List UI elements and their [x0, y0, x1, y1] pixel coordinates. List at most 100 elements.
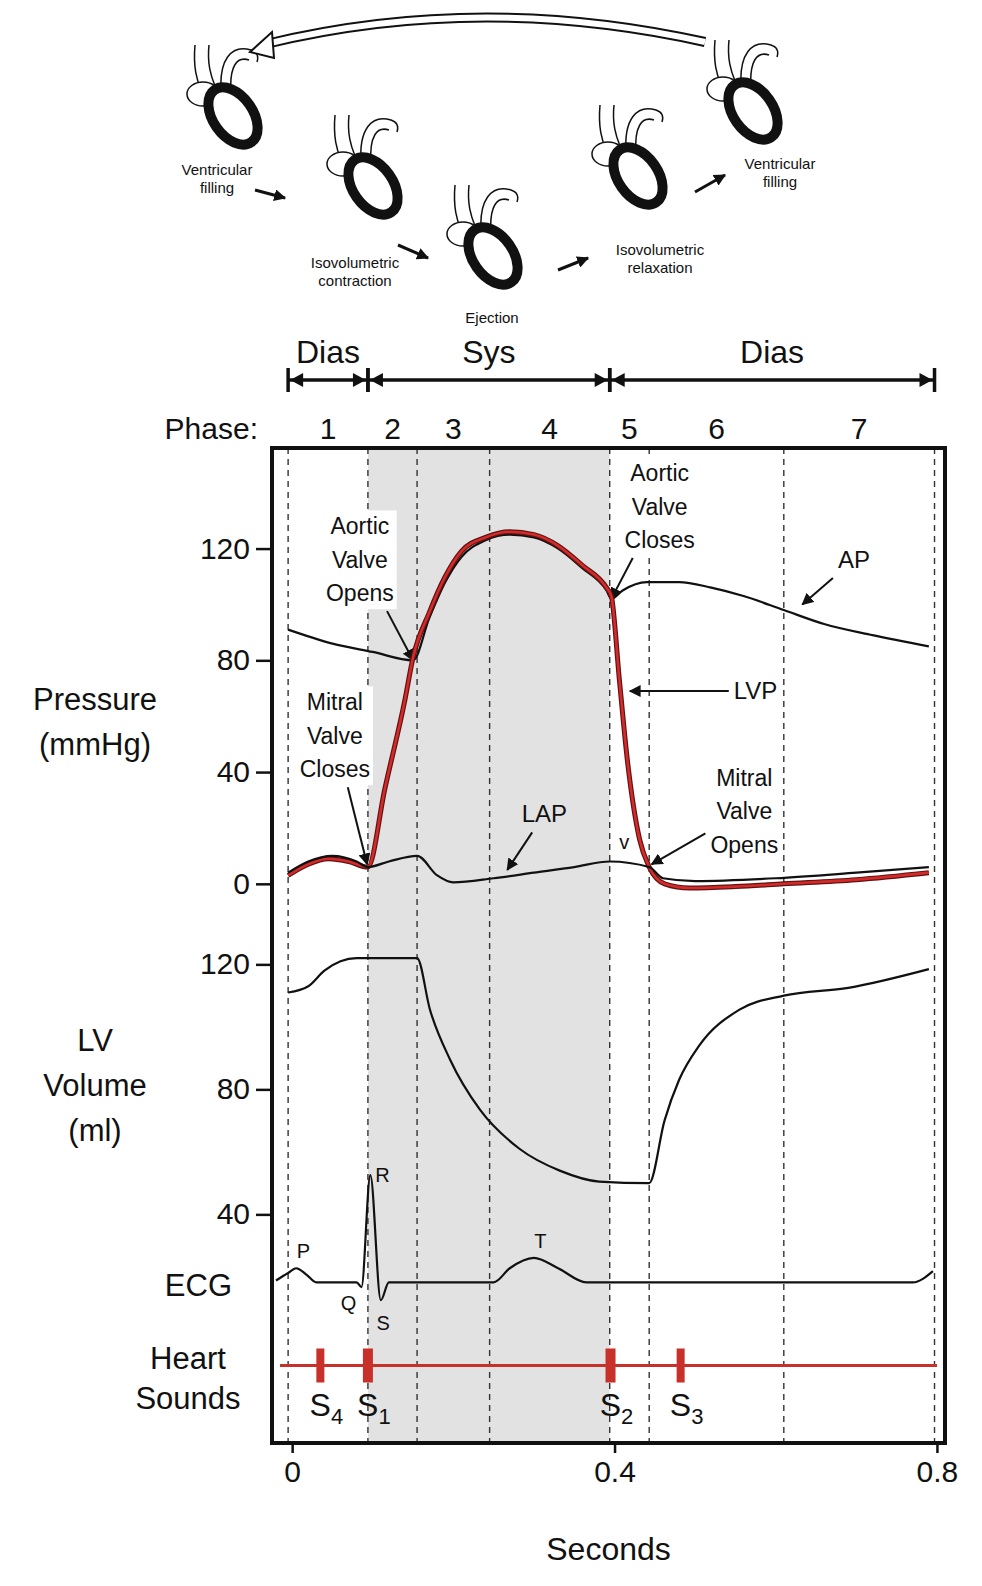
heart-sound-label: S4	[310, 1387, 344, 1429]
tick: 120	[200, 532, 272, 565]
tick-mark	[256, 1089, 272, 1092]
heart-sound-letter: S	[310, 1387, 331, 1423]
x-axis-title: Seconds	[546, 1531, 671, 1567]
annotation-arrow	[652, 833, 706, 864]
step-arrow	[398, 245, 428, 258]
tick-label: 40	[217, 1197, 250, 1230]
annotation: v	[619, 831, 629, 853]
heart-ventricle	[718, 73, 787, 148]
heart-ventricle	[603, 138, 672, 213]
phase-boundary	[416, 448, 417, 1443]
heart-icon	[707, 40, 788, 149]
annotation-line: R	[375, 1164, 389, 1186]
illustration-label: Ventricularfilling	[182, 161, 253, 196]
series-label-arrow	[630, 690, 729, 692]
annotation-arrow	[348, 787, 367, 864]
annotation-line: Valve	[332, 547, 388, 573]
heart-icon	[327, 115, 408, 224]
tick: 0	[284, 1443, 301, 1488]
tick: 0.8	[917, 1443, 959, 1488]
tick-label: 0	[233, 867, 250, 900]
tick-label: 120	[200, 947, 250, 980]
annotation: AorticValveCloses	[625, 460, 695, 553]
period-end	[608, 368, 612, 392]
period-label: Dias	[296, 334, 360, 370]
axis-title-line: Volume	[43, 1068, 146, 1103]
tick-label: 40	[217, 755, 250, 788]
phase-boundary	[783, 448, 784, 1443]
illustration-label-line: filling	[763, 173, 797, 190]
heart-sound-letter: S	[670, 1387, 691, 1423]
annotation: S	[377, 1312, 390, 1334]
plot-marks	[276, 1175, 933, 1300]
x-axis: 00.40.8	[273, 1443, 959, 1488]
y-axis: 40 80 120	[200, 906, 273, 1231]
event-baseline	[280, 1364, 937, 1367]
heart-sound-label: S1	[357, 1387, 391, 1429]
annotation-patch	[707, 762, 781, 861]
cycle-arrow-head	[250, 32, 274, 58]
tick-mark	[256, 771, 272, 774]
plot-marks	[288, 532, 929, 888]
heart-icon	[447, 185, 528, 294]
annotation: MitralValveOpens	[710, 765, 778, 858]
illustration-label: Ventricularfilling	[745, 155, 816, 190]
annotation-line: Mitral	[716, 765, 772, 791]
phase-label: 6	[708, 412, 725, 445]
annotation-line: Valve	[307, 723, 363, 749]
heart-ventricle	[458, 218, 527, 293]
chart: Ventricularfilling Isovolumetriccontracti…	[0, 0, 982, 1586]
tick-mark	[256, 1214, 272, 1217]
tick: 0	[233, 867, 272, 900]
tick: 80	[217, 1072, 272, 1105]
illustration-label: Ejection	[465, 309, 518, 326]
axis-title-line: Pressure	[33, 682, 157, 717]
annotation-line: Closes	[625, 527, 695, 553]
axis-title: Pressure(mmHg)	[33, 682, 157, 762]
axes: 04080120408012000.40.8	[200, 449, 958, 1489]
illustration-label-line: Ventricular	[745, 155, 816, 172]
axis-title: LV Volume (ml)	[43, 1023, 146, 1148]
series-label-line: LVP	[734, 677, 778, 704]
tick: 40	[217, 755, 272, 788]
tick-mark	[256, 883, 272, 886]
annotation-arrow	[387, 611, 413, 660]
plot-marks	[288, 958, 929, 1183]
axis-title-line: LV	[77, 1023, 113, 1058]
series-line	[288, 532, 929, 888]
annotation-line: Mitral	[307, 689, 363, 715]
illustration-label-line: relaxation	[627, 259, 692, 276]
annotation-arrow	[611, 558, 632, 599]
annotation-line: T	[534, 1230, 546, 1252]
heart-icon	[187, 45, 268, 154]
tick-label: 0.8	[917, 1455, 959, 1488]
heart-ventricle	[338, 148, 407, 223]
series-label: LVP	[734, 677, 778, 704]
phase-label: 4	[541, 412, 558, 445]
tick-label: 80	[217, 1072, 250, 1105]
period-end	[933, 368, 937, 392]
annotation-line: Valve	[716, 798, 772, 824]
axis-title-line: (ml)	[68, 1113, 121, 1148]
axis-title-line: ECG	[165, 1268, 232, 1303]
heart-sound-letter: S	[357, 1387, 378, 1423]
annotation: MitralValveCloses	[300, 689, 370, 782]
period-line	[610, 378, 935, 382]
period-arrowhead	[612, 373, 625, 387]
plot-frame	[272, 448, 945, 1443]
phase-label: 2	[384, 412, 401, 445]
tick: 40	[217, 1197, 272, 1230]
y-axis: 04080120	[200, 449, 273, 900]
period-label: Sys	[462, 334, 515, 370]
annotation-line: Aortic	[630, 460, 689, 486]
annotation: P	[297, 1240, 310, 1262]
illustration-label: Isovolumetriccontraction	[311, 254, 400, 289]
cycle-arrow-outer	[266, 17, 705, 44]
phase-boundary	[287, 448, 288, 1443]
period-end	[608, 368, 612, 392]
heart-sound-letter: S	[600, 1387, 621, 1423]
systole-shading	[368, 448, 610, 1443]
step-arrow	[695, 175, 725, 192]
series-label-arrow	[802, 578, 833, 605]
annotation-patch	[622, 457, 698, 556]
